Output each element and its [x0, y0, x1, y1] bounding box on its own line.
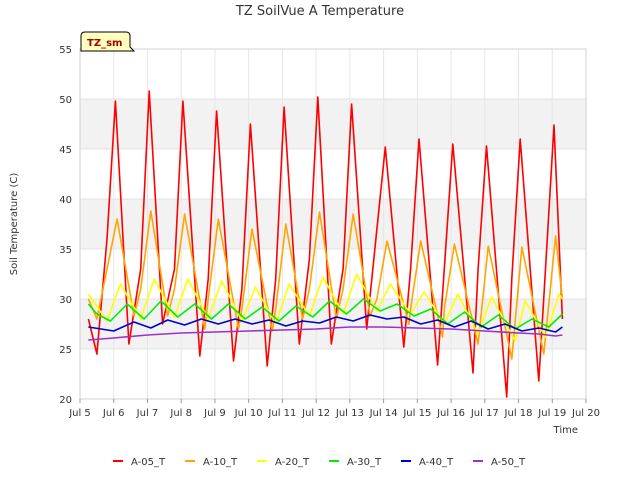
- x-tick-label: Jul 6: [102, 408, 125, 419]
- y-tick-label: 45: [59, 145, 72, 156]
- y-tick-label: 30: [59, 295, 72, 306]
- x-tick-label: Jul 15: [402, 408, 431, 419]
- x-axis-label: Time: [553, 425, 578, 436]
- x-tick-label: Jul 18: [504, 408, 533, 419]
- legend-label-a-05_t: A-05_T: [131, 457, 166, 468]
- site-label: TZ_sm: [87, 38, 122, 49]
- x-tick-label: Jul 12: [301, 408, 330, 419]
- series-line-a-40_t: [88, 314, 563, 333]
- y-tick-label: 40: [59, 195, 72, 206]
- y-tick-label: 55: [59, 45, 72, 56]
- x-tick-label: Jul 8: [169, 408, 192, 419]
- x-tick-label: Jul 19: [537, 408, 566, 419]
- x-tick-label: Jul 20: [571, 408, 600, 419]
- grid-band: [80, 199, 586, 249]
- x-tick-label: Jul 10: [234, 408, 263, 419]
- x-tick-label: Jul 11: [267, 408, 296, 419]
- legend-label-a-50_t: A-50_T: [491, 457, 526, 468]
- y-tick-label: 20: [59, 395, 72, 406]
- x-tick-label: Jul 13: [335, 408, 364, 419]
- plot-frame: [79, 48, 587, 400]
- series-line-a-30_t: [87, 298, 563, 330]
- y-tick-label: 25: [59, 345, 72, 356]
- legend: A-05_T A-10_T A-20_T A-30_T A-40_T A-50_T: [113, 457, 526, 468]
- x-tick-label: Jul 5: [68, 408, 91, 419]
- chart-title: TZ SoilVue A Temperature: [235, 4, 404, 19]
- series-line-a-05_t: [87, 90, 564, 398]
- y-tick-label: 35: [59, 245, 72, 256]
- series-line-a-10_t: [87, 210, 564, 360]
- grid-band: [80, 99, 586, 149]
- y-axis-label: Soil Temperature (C): [9, 173, 20, 276]
- series-line-a-50_t: [88, 326, 563, 341]
- x-tick-label: Jul 17: [470, 408, 499, 419]
- x-tick-label: Jul 14: [369, 408, 398, 419]
- site-label-box: TZ_sm: [80, 31, 136, 52]
- y-tick-label: 50: [59, 95, 72, 106]
- legend-label-a-10_t: A-10_T: [203, 457, 238, 468]
- x-tick-label: Jul 9: [203, 408, 226, 419]
- x-tick-label: Jul 7: [136, 408, 159, 419]
- x-tick-label: Jul 16: [436, 408, 465, 419]
- legend-label-a-40_t: A-40_T: [419, 457, 454, 468]
- legend-label-a-30_t: A-30_T: [347, 457, 382, 468]
- legend-label-a-20_t: A-20_T: [275, 457, 310, 468]
